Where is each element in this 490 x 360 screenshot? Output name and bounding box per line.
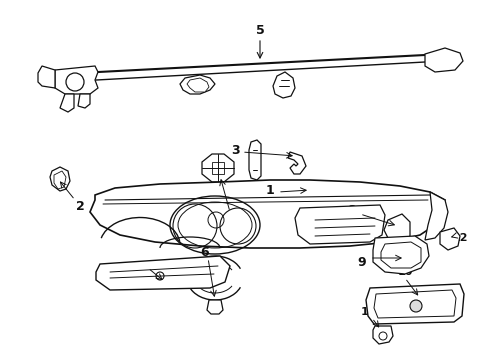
Polygon shape	[78, 94, 90, 108]
Text: 5: 5	[256, 23, 265, 36]
Polygon shape	[425, 48, 463, 72]
Polygon shape	[180, 75, 215, 94]
Polygon shape	[440, 228, 460, 250]
Circle shape	[410, 300, 422, 312]
Polygon shape	[60, 94, 74, 112]
Text: 8: 8	[348, 203, 356, 216]
Text: 2: 2	[75, 199, 84, 212]
Text: 7: 7	[146, 267, 154, 280]
Polygon shape	[425, 192, 448, 240]
Polygon shape	[202, 154, 234, 182]
Polygon shape	[96, 256, 230, 290]
Text: 6: 6	[201, 246, 209, 258]
Text: 10: 10	[397, 267, 413, 277]
Text: 11: 11	[360, 307, 376, 317]
Polygon shape	[384, 214, 410, 242]
Text: 12: 12	[452, 233, 468, 243]
Polygon shape	[288, 152, 306, 174]
Text: 1: 1	[266, 184, 274, 197]
Polygon shape	[273, 72, 295, 98]
Polygon shape	[55, 66, 98, 94]
Text: 3: 3	[231, 144, 239, 157]
Polygon shape	[295, 205, 385, 244]
Polygon shape	[373, 326, 393, 344]
Polygon shape	[50, 167, 70, 191]
Polygon shape	[187, 78, 209, 92]
Text: 9: 9	[358, 256, 367, 269]
Polygon shape	[366, 284, 464, 324]
Polygon shape	[373, 236, 429, 274]
Polygon shape	[249, 140, 261, 180]
Polygon shape	[90, 180, 445, 248]
Text: 4: 4	[228, 212, 236, 225]
Polygon shape	[207, 300, 223, 314]
Polygon shape	[38, 66, 55, 88]
